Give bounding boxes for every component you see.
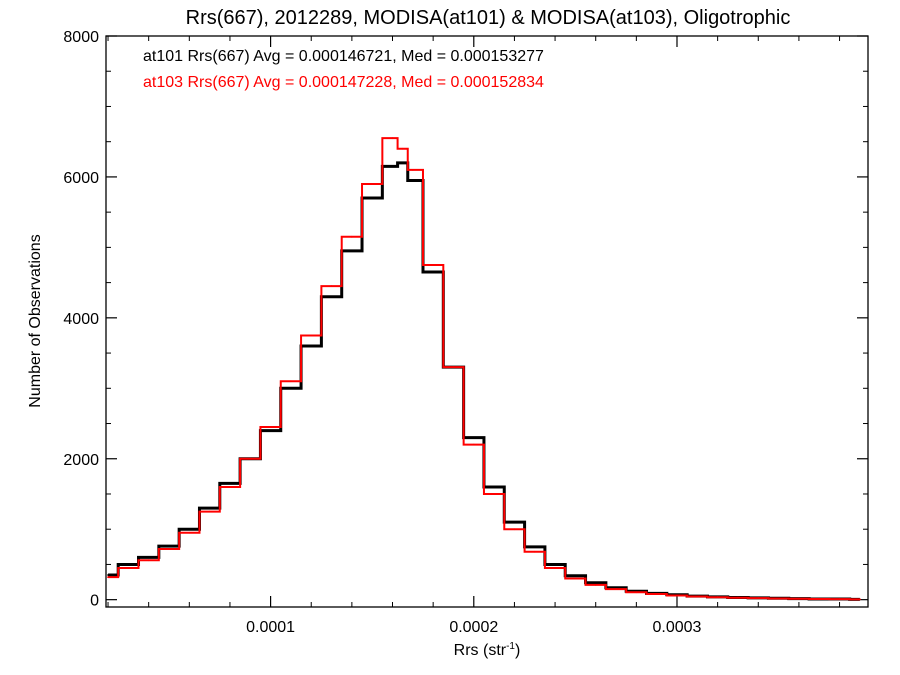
- x-axis-ticks: 0.0001 0.0002 0.0003: [107, 36, 841, 636]
- data-point: [310, 345, 313, 347]
- data-point: [168, 548, 170, 550]
- legend: at101 Rrs(667) Avg = 0.000146721, Med = …: [143, 48, 544, 91]
- series-line: [108, 137, 860, 601]
- data-point: [269, 426, 272, 428]
- data-point: [594, 581, 597, 584]
- legend-entry: at101 Rrs(667) Avg = 0.000146721, Med = …: [143, 48, 544, 65]
- data-point: [229, 482, 231, 485]
- data-point: [676, 594, 678, 597]
- data-point: [513, 521, 516, 524]
- x-axis-label-superscript: -1: [506, 641, 515, 652]
- data-point: [350, 250, 353, 252]
- data-point: [757, 597, 760, 600]
- data-point: [716, 596, 719, 599]
- data-point: [432, 264, 435, 266]
- data-point: [513, 528, 516, 531]
- data-point: [401, 161, 404, 164]
- y-tick-label: 8000: [63, 29, 99, 46]
- data-point: [168, 545, 170, 548]
- data-point: [330, 295, 333, 298]
- data-point: [838, 598, 841, 601]
- x-axis-label: Rrs (str-1): [454, 641, 521, 659]
- y-tick-label: 6000: [63, 170, 99, 187]
- data-point: [574, 574, 577, 577]
- data-point: [818, 598, 821, 600]
- data-point: [147, 556, 150, 559]
- data-point: [290, 387, 292, 390]
- data-point: [858, 598, 861, 601]
- data-point: [655, 593, 658, 595]
- y-tick-label: 4000: [63, 311, 99, 328]
- data-point: [401, 147, 404, 150]
- series-2: [107, 137, 861, 601]
- data-point: [229, 486, 231, 488]
- data-point: [107, 574, 109, 576]
- data-point: [452, 366, 455, 369]
- data-point: [310, 334, 313, 337]
- data-point: [188, 528, 191, 531]
- plot-frame: [105, 35, 869, 608]
- data-point: [635, 591, 638, 594]
- data-point: [472, 443, 475, 446]
- data-point: [737, 596, 739, 599]
- x-tick-label: 0.0002: [449, 619, 498, 636]
- y-tick-label: 2000: [63, 452, 99, 469]
- data-point: [107, 576, 109, 579]
- x-tick-label: 0.0003: [653, 619, 702, 636]
- series-1: [107, 161, 861, 601]
- data-point: [350, 235, 353, 238]
- data-point: [371, 197, 374, 199]
- data-point: [493, 493, 496, 495]
- data-point: [554, 567, 556, 569]
- data-point: [127, 563, 130, 566]
- data-point: [269, 429, 272, 432]
- data-point: [208, 507, 211, 509]
- legend-entry: at103 Rrs(667) Avg = 0.000147228, Med = …: [143, 74, 544, 91]
- data-point: [574, 577, 577, 580]
- data-point: [290, 380, 292, 383]
- data-point: [696, 595, 699, 598]
- data-point: [391, 165, 394, 168]
- data-point: [594, 583, 597, 586]
- data-point: [147, 559, 150, 562]
- y-axis-ticks: 0 2000 4000 6000 8000: [63, 29, 868, 610]
- series-layer: [107, 137, 861, 601]
- data-point: [249, 457, 252, 460]
- data-point: [208, 510, 211, 513]
- data-point: [188, 531, 191, 534]
- data-point: [127, 567, 130, 569]
- data-point: [411, 179, 414, 182]
- data-point: [411, 168, 414, 171]
- data-point: [330, 285, 333, 288]
- data-point: [432, 271, 435, 273]
- data-point: [798, 597, 800, 600]
- data-point: [615, 588, 617, 591]
- y-axis-label: Number of Observations: [27, 234, 44, 407]
- data-point: [493, 486, 496, 488]
- series-line: [108, 161, 860, 601]
- data-point: [391, 137, 394, 140]
- y-tick-label: 0: [90, 593, 99, 610]
- plot-area: 0.0001 0.0002 0.0003 0 2000 4000 6000 8000: [63, 29, 869, 636]
- data-point: [472, 436, 475, 439]
- data-point: [554, 563, 556, 566]
- chart-title: Rrs(667), 2012289, MODISA(at101) & MODIS…: [186, 7, 791, 29]
- data-point: [371, 183, 374, 185]
- x-tick-label: 0.0001: [246, 619, 295, 636]
- data-point: [533, 545, 536, 548]
- data-point: [533, 550, 536, 553]
- data-point: [777, 597, 780, 600]
